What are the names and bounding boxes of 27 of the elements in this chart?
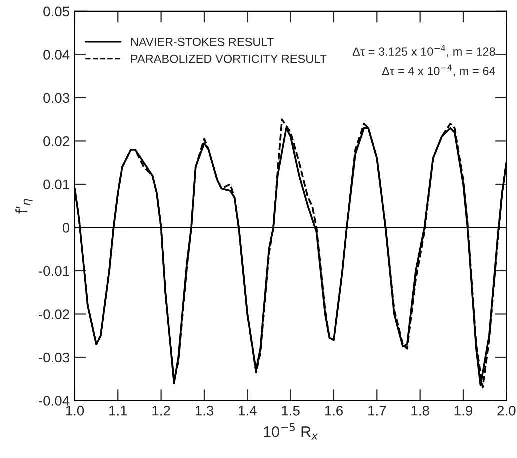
x-tick-label: 1.1 <box>110 406 128 416</box>
annotation: Δτ = 3.125 x 10$^{−4}$, m = 128 <box>352 45 496 58</box>
x-tick-label: 1.9 <box>454 406 472 416</box>
x-axis-title: 10$^{−5}$ R$_{x}$ <box>264 424 318 440</box>
y-tick-label: -0.03 <box>39 352 70 363</box>
legend-label: NAVIER-STOKES RESULT <box>131 38 274 46</box>
x-tick-label: 1.4 <box>239 406 257 416</box>
y-tick-label: -0.01 <box>39 266 70 276</box>
x-tick-label: 1.5 <box>282 406 300 416</box>
y-tick-label: 0.04 <box>44 50 70 60</box>
y-tick-label: 0.05 <box>44 6 70 17</box>
x-tick-label: 1.2 <box>152 406 170 416</box>
y-tick-label: -0.02 <box>39 310 70 320</box>
y-axis-title: f′$_{η}$ <box>16 199 33 214</box>
y-tick-label: 0.02 <box>44 136 70 146</box>
annotation: Δτ = 4 x 10$^{−4}$, m = 64 <box>382 64 496 77</box>
y-tick-label: 0.01 <box>44 180 70 190</box>
x-tick-label: 1.6 <box>325 406 344 416</box>
x-tick-label: 2.0 <box>498 406 516 416</box>
legend-label: PARABOLIZED VORTICITY RESULT <box>131 54 327 64</box>
y-tick-label: 0 <box>62 223 70 233</box>
x-tick-label: 1.0 <box>66 406 84 416</box>
y-tick-label: -0.04 <box>39 396 70 406</box>
x-tick-label: 1.7 <box>368 406 386 416</box>
x-tick-label: 1.8 <box>412 406 430 416</box>
y-tick-label: 0.03 <box>44 93 70 104</box>
x-tick-label: 1.3 <box>196 406 214 416</box>
